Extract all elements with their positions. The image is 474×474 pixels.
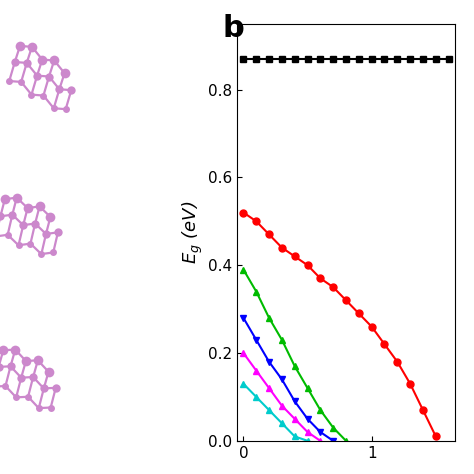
Text: b: b (223, 14, 245, 43)
Y-axis label: $E_g$ (eV): $E_g$ (eV) (181, 201, 205, 264)
